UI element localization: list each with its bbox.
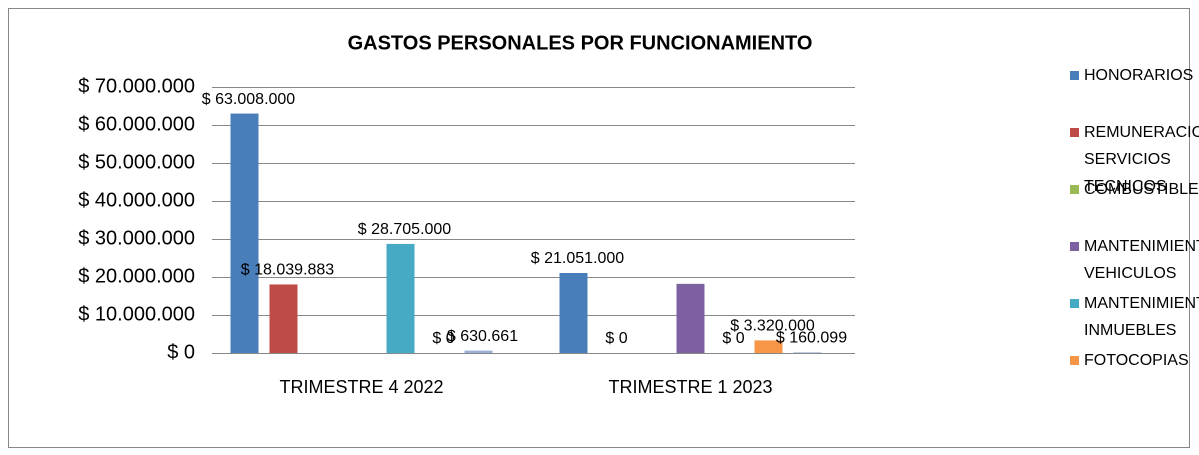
data-label: $ 21.051.000 xyxy=(531,250,625,267)
legend-label: MANTENIMIENTO INMUEBLES xyxy=(1084,295,1199,339)
data-label: $ 63.008.000 xyxy=(202,91,296,108)
bar xyxy=(386,243,415,353)
y-tick-label: $ 10.000.000 xyxy=(78,303,195,325)
data-label: $ 3.320.000 xyxy=(730,318,815,335)
legend-label: FOTOCOPIAS xyxy=(1084,352,1189,369)
legend-swatch xyxy=(1070,71,1079,80)
legend-swatch xyxy=(1070,299,1079,308)
chart-title: GASTOS PERSONALES POR FUNCIONAMIENTO xyxy=(348,32,813,54)
chart-border xyxy=(8,8,1190,448)
y-tick-label: $ 30.000.000 xyxy=(78,227,195,249)
bar xyxy=(559,273,588,353)
y-tick-label: $ 0 xyxy=(167,341,195,363)
data-label: $ 0 xyxy=(432,330,454,347)
data-label: $ 18.039.883 xyxy=(241,262,335,279)
bar xyxy=(793,352,822,353)
data-label: $ 0 xyxy=(605,330,627,347)
data-label: $ 0 xyxy=(722,330,744,347)
legend-label: REMUNERACION SERVICIOS TECNICOS xyxy=(1084,124,1199,195)
legend-item: MANTENIMIENTO INMUEBLES xyxy=(1070,290,1199,347)
legend-swatch xyxy=(1070,185,1079,194)
bar xyxy=(464,350,493,353)
bar xyxy=(269,284,298,353)
x-tick-label: TRIMESTRE 4 2022 xyxy=(279,377,443,397)
y-tick-label: $ 70.000.000 xyxy=(78,75,195,97)
y-tick-label: $ 50.000.000 xyxy=(78,151,195,173)
data-label: $ 160.099 xyxy=(776,330,847,347)
y-tick-label: $ 20.000.000 xyxy=(78,265,195,287)
legend-item: HONORARIOS xyxy=(1070,62,1194,119)
legend-label: COMBUSTIBLE xyxy=(1084,181,1199,198)
legend-item: FOTOCOPIAS xyxy=(1070,347,1192,404)
data-label: $ 630.661 xyxy=(447,328,518,345)
y-tick-label: $ 60.000.000 xyxy=(78,113,195,135)
legend-item: COMBUSTIBLE xyxy=(1070,176,1199,233)
y-tick-label: $ 40.000.000 xyxy=(78,189,195,211)
x-tick-label: TRIMESTRE 1 2023 xyxy=(608,377,772,397)
legend-item: REMUNERACION SERVICIOS TECNICOS xyxy=(1070,119,1199,195)
bar xyxy=(754,340,783,353)
legend-swatch xyxy=(1070,242,1079,251)
data-label: $ 28.705.000 xyxy=(358,221,452,238)
legend-swatch xyxy=(1070,356,1079,365)
legend-item: MANTENIMIENTO VEHICULOS xyxy=(1070,233,1199,290)
legend-swatch xyxy=(1070,128,1079,137)
legend: HONORARIOS REMUNERACION SERVICIOS TECNICO… xyxy=(1070,62,1199,404)
legend-label: HONORARIOS xyxy=(1084,67,1194,84)
legend-label: MANTENIMIENTO VEHICULOS xyxy=(1084,238,1199,282)
bar xyxy=(230,113,259,353)
bar xyxy=(676,283,705,353)
